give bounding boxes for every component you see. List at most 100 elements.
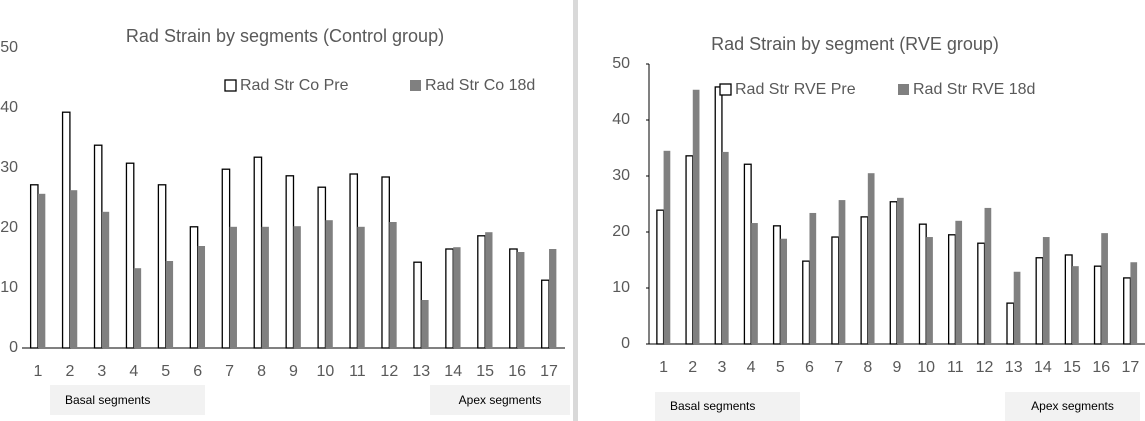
x-tick-label: 15 xyxy=(1063,359,1081,376)
x-tick-label: 5 xyxy=(161,363,170,380)
bar xyxy=(1072,266,1079,344)
y-tick-label: 50 xyxy=(612,55,630,72)
bar xyxy=(1093,265,1102,345)
bar xyxy=(261,226,269,348)
bar xyxy=(61,111,71,349)
x-tick-label: 12 xyxy=(976,359,994,376)
y-tick-label: 30 xyxy=(612,167,630,184)
bar xyxy=(421,300,429,348)
legend-label: Rad Str Co 18d xyxy=(425,77,535,94)
annotation-box xyxy=(430,385,570,415)
bar xyxy=(93,144,103,349)
bar xyxy=(1042,237,1050,344)
bar xyxy=(381,176,390,349)
bar xyxy=(253,156,263,349)
bar xyxy=(389,222,397,348)
x-tick-label: 3 xyxy=(717,359,726,376)
x-tick-label: 10 xyxy=(917,359,935,376)
bar xyxy=(29,184,39,349)
legend-swatch xyxy=(410,80,421,91)
x-tick-label: 7 xyxy=(834,359,843,376)
chart-title: Rad Strain by segments (Control group) xyxy=(126,26,444,46)
bar xyxy=(133,268,142,348)
annotation-box xyxy=(655,392,800,421)
bar xyxy=(413,261,422,349)
bar xyxy=(357,226,365,348)
bar xyxy=(743,163,752,345)
bar xyxy=(477,235,486,349)
x-tick-label: 17 xyxy=(1122,359,1140,376)
bar xyxy=(317,186,327,349)
annotation-box xyxy=(50,385,205,415)
bar xyxy=(947,234,957,345)
bar xyxy=(325,220,333,348)
y-tick-label: 10 xyxy=(0,279,18,296)
x-tick-label: 14 xyxy=(1034,359,1052,376)
bar xyxy=(285,175,295,349)
bar xyxy=(692,89,700,344)
x-tick-label: 11 xyxy=(349,363,366,380)
x-tick-label: 9 xyxy=(289,363,298,380)
bar xyxy=(1101,233,1108,344)
bar xyxy=(453,247,461,348)
bar xyxy=(229,226,237,348)
x-tick-label: 12 xyxy=(380,363,398,380)
bar xyxy=(889,201,898,345)
bar xyxy=(509,248,518,349)
bar xyxy=(517,252,525,348)
legend-swatch xyxy=(224,79,237,92)
bar xyxy=(1013,271,1021,344)
x-tick-label: 1 xyxy=(659,359,668,376)
x-tick-label: 4 xyxy=(747,359,756,376)
bar xyxy=(663,150,671,344)
bar xyxy=(485,232,493,348)
bar xyxy=(860,216,869,345)
bar xyxy=(293,226,301,348)
divider xyxy=(573,0,578,421)
x-tick-label: 2 xyxy=(688,359,697,376)
x-tick-label: 2 xyxy=(65,363,74,380)
bar xyxy=(541,279,550,349)
bar xyxy=(918,223,927,345)
x-tick-label: 3 xyxy=(97,363,106,380)
y-tick-label: 40 xyxy=(612,111,630,128)
bar xyxy=(955,220,963,344)
bar xyxy=(656,209,665,345)
x-tick-label: 7 xyxy=(225,363,234,380)
bar xyxy=(802,260,811,345)
bar xyxy=(809,212,817,344)
annotation: Apex segments xyxy=(459,393,542,407)
legend-label: Rad Str RVE Pre xyxy=(735,81,856,98)
annotation: Basal segments xyxy=(65,393,150,407)
x-tick-label: 17 xyxy=(540,363,558,380)
bar xyxy=(157,184,167,349)
bar xyxy=(831,236,840,345)
x-tick-label: 16 xyxy=(508,363,526,380)
x-tick-label: 6 xyxy=(805,359,814,376)
legend-label: Rad Str Co Pre xyxy=(240,77,349,94)
bar xyxy=(1035,257,1044,345)
y-tick-label: 0 xyxy=(9,339,18,356)
bar xyxy=(926,237,933,344)
bar xyxy=(721,151,729,344)
x-tick-label: 14 xyxy=(444,363,462,380)
x-tick-label: 13 xyxy=(1005,359,1023,376)
x-tick-label: 4 xyxy=(129,363,138,380)
bar xyxy=(714,86,723,345)
bar xyxy=(1006,302,1015,345)
x-tick-label: 6 xyxy=(193,363,202,380)
bar xyxy=(189,226,199,349)
bar xyxy=(221,168,231,349)
bar xyxy=(549,249,557,348)
legend-swatch xyxy=(898,84,909,95)
bar xyxy=(685,155,694,345)
x-tick-label: 9 xyxy=(893,359,902,376)
bar xyxy=(69,190,78,348)
bar xyxy=(445,248,454,349)
y-tick-label: 50 xyxy=(0,39,18,56)
bar xyxy=(101,211,110,348)
bar xyxy=(867,173,875,344)
annotation: Apex segments xyxy=(1031,399,1114,413)
